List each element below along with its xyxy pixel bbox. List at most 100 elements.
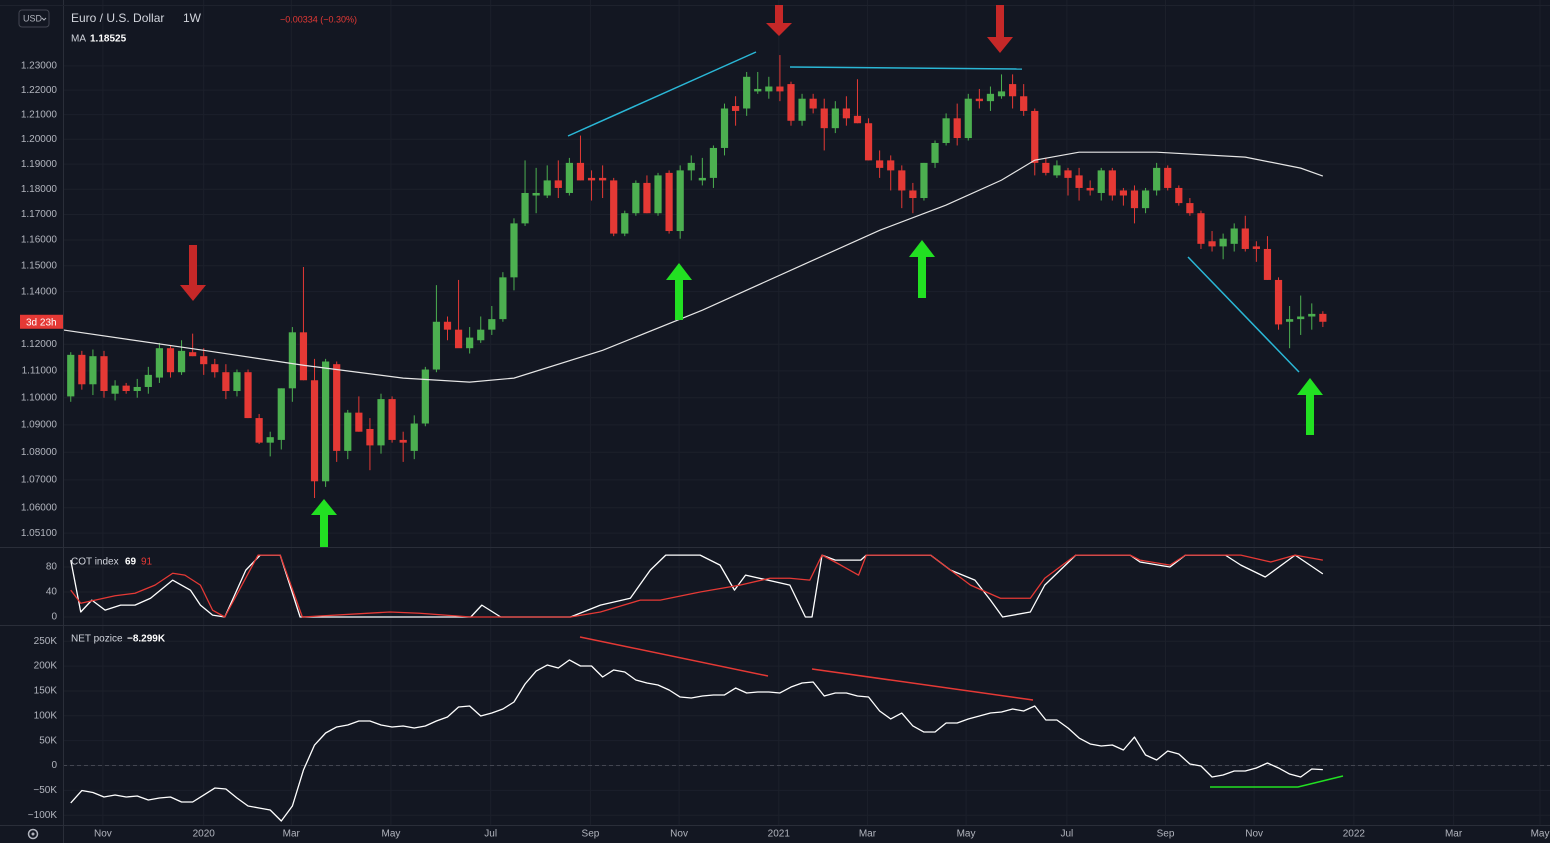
y-tick-label: 1.10000 — [21, 392, 58, 403]
candle-body — [89, 356, 97, 385]
x-tick-label: Mar — [859, 829, 877, 840]
candle-body — [1308, 313, 1316, 317]
candle-body — [798, 98, 806, 121]
down-arrows — [180, 5, 1013, 301]
trend-line — [567, 51, 757, 137]
candle-body — [111, 385, 119, 394]
settings-icon[interactable] — [27, 828, 39, 840]
candle-body — [144, 374, 152, 387]
y-tick-label: 250K — [34, 636, 58, 647]
x-tick-label: Sep — [582, 829, 600, 840]
y-tick-label: 1.21000 — [21, 109, 58, 120]
candle-body — [1153, 167, 1161, 191]
candle-body — [610, 180, 618, 234]
candle-body — [299, 332, 308, 381]
y-tick-label: 150K — [34, 686, 58, 697]
x-tick-label: Nov — [670, 829, 688, 840]
trend-line — [1210, 775, 1344, 788]
candle-body — [421, 369, 429, 424]
candle-body — [809, 98, 817, 109]
y-tick-label: 100K — [34, 710, 58, 721]
candle-body — [1108, 170, 1116, 196]
candle-body — [1086, 187, 1094, 191]
candle-body — [876, 160, 884, 168]
candle-body — [432, 321, 441, 370]
candle-body — [477, 329, 485, 341]
candle-body — [344, 412, 352, 451]
candle-body — [277, 388, 285, 440]
candle-body — [322, 361, 330, 482]
candle-body — [177, 350, 186, 373]
x-tick-label: Nov — [94, 829, 112, 840]
up-arrows — [311, 240, 1323, 547]
candle-body — [410, 423, 418, 451]
change-label: −0.00334 (−0.30%) — [280, 14, 357, 24]
net-legend-value: −8.299K — [127, 634, 166, 645]
y-tick-label: 1.17000 — [21, 209, 58, 220]
candle-body — [510, 223, 518, 278]
candle-body — [233, 372, 241, 392]
y-tick-label: −50K — [33, 785, 57, 796]
candle-body — [1230, 228, 1238, 244]
candle-body — [565, 162, 573, 193]
y-tick-label: 1.15000 — [21, 260, 58, 271]
candle-body — [466, 337, 474, 349]
trend-line — [1187, 256, 1300, 373]
arrow-head — [666, 263, 692, 280]
y-tick-label: 1.11000 — [22, 366, 58, 377]
candle-body — [211, 364, 219, 373]
text-layer: 1.23000 1.22000 1.21000 1.20000 1.19000 1.180… — [20, 61, 1549, 840]
drawings — [180, 5, 1344, 788]
series-line — [70, 659, 1323, 822]
arrow-shaft — [189, 245, 197, 286]
x-tick-label: May — [957, 829, 976, 840]
candle-body — [853, 115, 862, 124]
x-tick-label: Sep — [1157, 829, 1175, 840]
arrow-head — [180, 285, 206, 301]
candle-body — [953, 118, 961, 139]
y-tick-label: 1.14000 — [21, 286, 58, 297]
candle-body — [67, 354, 75, 397]
candle-body — [787, 84, 795, 121]
gear-center[interactable] — [31, 832, 35, 836]
candle-body — [1263, 248, 1272, 280]
candle-body — [632, 182, 640, 214]
arrow-shaft — [675, 279, 683, 320]
candle-body — [1008, 84, 1017, 97]
candle-body — [964, 98, 972, 139]
candle-body — [1208, 241, 1216, 247]
x-tick-label: Jul — [1060, 829, 1073, 840]
candle-body — [266, 437, 274, 443]
y-tick-label: 1.12000 — [21, 339, 58, 350]
x-tick-label: Mar — [283, 829, 301, 840]
currency-label[interactable]: USD — [23, 13, 43, 23]
candle-body — [898, 170, 906, 191]
trend-line — [579, 636, 769, 677]
candle-body — [333, 364, 341, 451]
candle-body — [665, 172, 673, 232]
arrow-head — [1297, 378, 1323, 395]
currency-button[interactable] — [18, 9, 50, 28]
cot-legend-title: COT index — [71, 557, 119, 568]
candle-body — [1241, 228, 1249, 249]
candle-body — [1297, 316, 1305, 320]
candle-body — [488, 319, 496, 330]
gear[interactable] — [27, 828, 39, 840]
candle-body — [942, 118, 950, 143]
y-tick-label: 1.06000 — [21, 502, 58, 513]
ma-legend-value: 1.18525 — [90, 34, 127, 45]
candle-body — [1274, 279, 1283, 325]
y-tick-label: 50K — [39, 735, 57, 746]
candle-body — [776, 86, 784, 92]
x-tick-label: 2021 — [768, 829, 791, 840]
candle-body — [355, 412, 363, 432]
countdown-badge — [20, 314, 63, 329]
candle-body — [133, 386, 141, 392]
candle-body — [643, 182, 651, 214]
y-tick-label: 40 — [46, 587, 58, 598]
currency-chevron — [41, 17, 47, 21]
arrow-head — [987, 37, 1013, 53]
